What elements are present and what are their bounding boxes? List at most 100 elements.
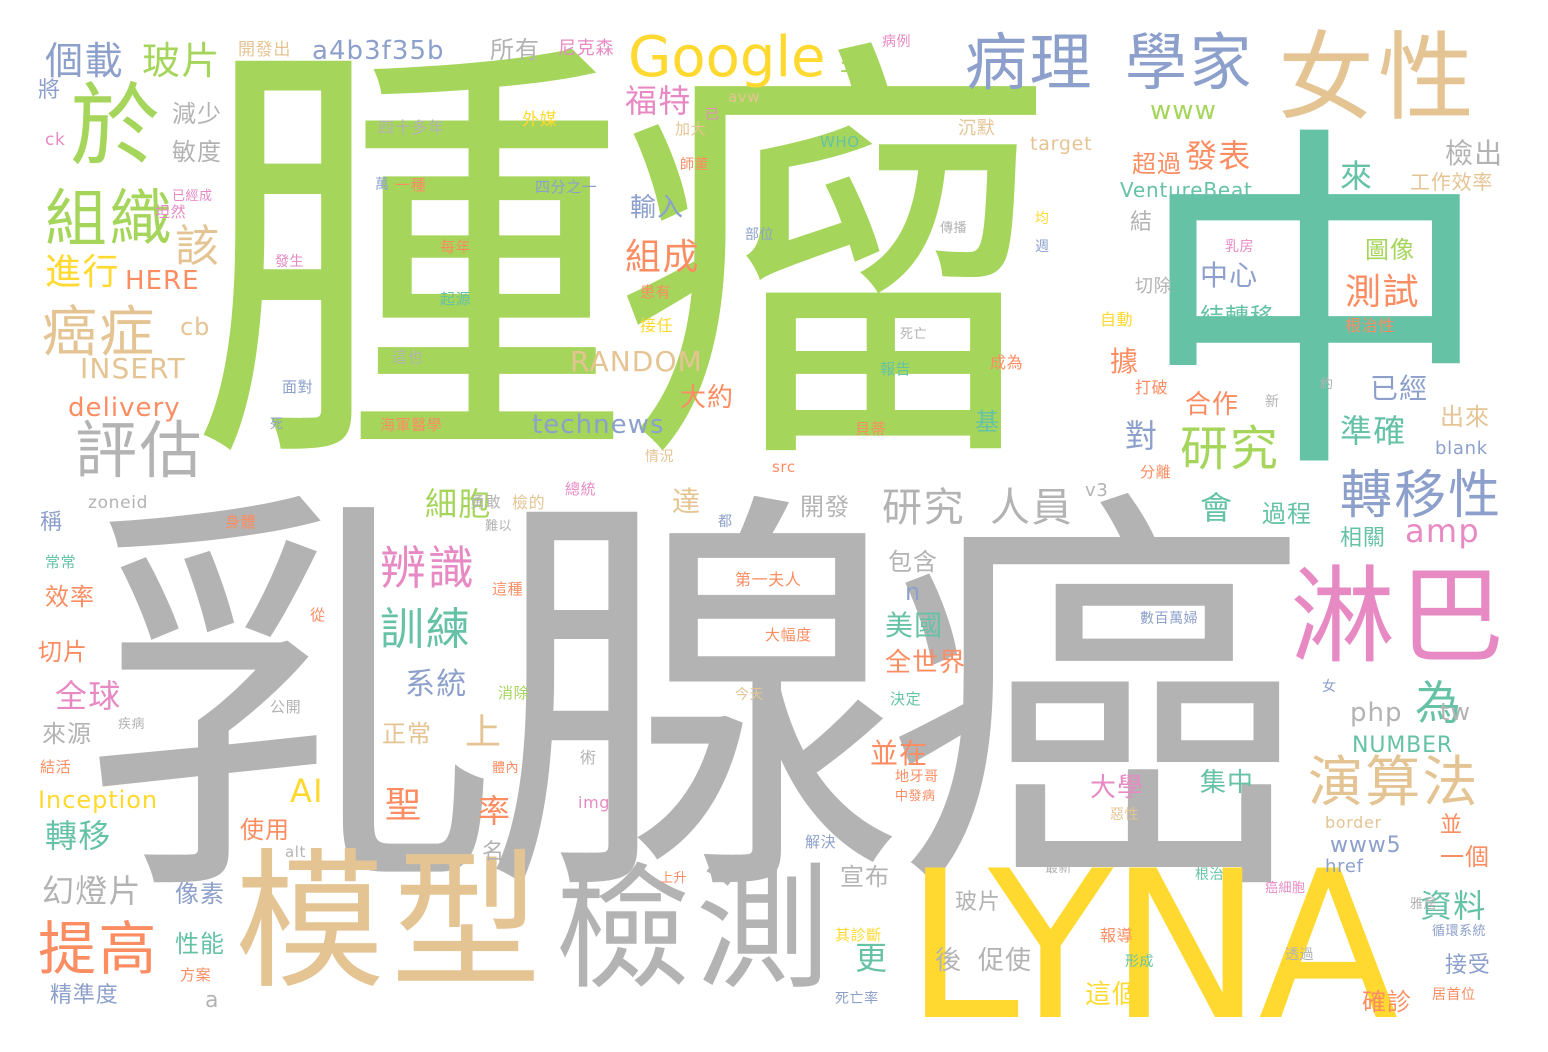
cloud-word: 大學: [1090, 773, 1145, 803]
cloud-word: RANDOM: [570, 345, 703, 378]
cloud-word: 上: [465, 712, 503, 753]
cloud-word: 一個: [1440, 843, 1490, 871]
cloud-word: v3: [1085, 480, 1109, 501]
cloud-word: 模型: [235, 836, 548, 1010]
cloud-word: alt: [285, 843, 307, 861]
cloud-word: 來源: [42, 720, 92, 748]
cloud-word: 將: [38, 78, 61, 103]
cloud-word: 師董: [680, 157, 710, 173]
cloud-word: 已: [705, 107, 720, 123]
cloud-word: 提高: [38, 915, 159, 983]
cloud-word: 已經成: [172, 189, 213, 204]
cloud-word: LYNA: [905, 828, 1399, 1052]
cloud-word: 自動: [1100, 310, 1134, 329]
cloud-word: src: [772, 458, 796, 476]
cloud-word: 形成: [1125, 954, 1155, 970]
cloud-word: 全球: [55, 677, 122, 715]
cloud-word: 為: [1415, 676, 1463, 730]
cloud-word: 數百萬婦: [1140, 611, 1199, 627]
cloud-word: 乳房: [1225, 239, 1255, 255]
cloud-word: 組織: [45, 182, 174, 255]
cloud-word: WHO: [820, 133, 860, 151]
cloud-word: 勇敢: [470, 493, 502, 511]
cloud-word: 細胞: [425, 485, 492, 523]
cloud-word: ck: [45, 130, 66, 150]
cloud-word: 促使: [978, 946, 1033, 976]
cloud-word: 面對: [282, 378, 314, 396]
cloud-word: delivery: [68, 393, 181, 423]
cloud-word: 轉移: [45, 817, 112, 855]
cloud-word: 一種: [395, 176, 427, 194]
cloud-word: 進行: [45, 252, 120, 293]
cloud-word: 輸入: [630, 193, 685, 223]
cloud-word: 癌症: [42, 300, 157, 364]
cloud-word: 美國: [885, 609, 944, 642]
cloud-word: 來: [1340, 157, 1374, 195]
cloud-word: 結: [1130, 210, 1153, 235]
cloud-word: 像素: [175, 880, 225, 908]
cloud-word: 患有: [640, 283, 672, 301]
cloud-word: 報導: [1100, 926, 1134, 945]
cloud-word: 沉默: [958, 118, 996, 139]
cloud-word: a: [205, 988, 220, 1013]
cloud-word: 四十多年: [378, 118, 445, 137]
cloud-word: 身體: [225, 513, 257, 531]
cloud-word: tw: [1440, 698, 1471, 726]
cloud-word: 開發: [800, 493, 850, 521]
cloud-word: 常常: [45, 553, 77, 571]
cloud-word: 這個: [1085, 980, 1140, 1010]
cloud-word: 約: [1320, 377, 1334, 392]
cloud-word: 這種: [492, 580, 524, 598]
cloud-word: blank: [1435, 438, 1488, 459]
cloud-word: 起源: [440, 290, 472, 308]
cloud-word: 惡性: [1110, 807, 1140, 823]
cloud-word: 準確: [1340, 412, 1407, 450]
cloud-word: border: [1325, 813, 1382, 832]
cloud-word: 全世界: [885, 648, 967, 678]
cloud-word: 疾病: [118, 717, 146, 732]
cloud-word: 工作效率: [1410, 170, 1494, 194]
cloud-word: 女性: [1278, 22, 1478, 134]
cloud-word: php: [1350, 698, 1403, 728]
cloud-word: 今天: [735, 687, 765, 703]
cloud-word: 基: [975, 408, 1000, 436]
cloud-word: 癌細胞: [1265, 881, 1306, 896]
cloud-word: 減少: [172, 100, 222, 128]
cloud-word: 海軍醫學: [380, 416, 443, 434]
cloud-word: 女: [1322, 679, 1337, 695]
cloud-word: 並在: [870, 737, 929, 770]
cloud-word: AI: [290, 772, 324, 810]
cloud-word: 中心: [1200, 259, 1259, 292]
cloud-word: img: [578, 793, 611, 812]
cloud-word: 從: [310, 606, 326, 624]
cloud-word: 地牙哥: [895, 769, 939, 785]
cloud-word: 稱: [40, 510, 63, 535]
cloud-word: 評估: [75, 414, 204, 487]
cloud-word: 死亡率: [835, 991, 879, 1007]
cloud-word: 發生: [275, 254, 305, 270]
cloud-word: 發表: [1185, 137, 1252, 175]
cloud-word: 玻片: [142, 39, 222, 83]
cloud-word: Google: [628, 25, 826, 90]
cloud-word: 轉移性: [1340, 466, 1503, 526]
cloud-word: 資料: [1420, 887, 1487, 925]
cloud-word: 過程: [1262, 500, 1312, 528]
cloud-word: 打破: [1135, 378, 1169, 397]
cloud-word: 部位: [745, 227, 775, 243]
cloud-word: 年: [840, 53, 868, 83]
cloud-word: 死: [270, 417, 284, 432]
cloud-word: 合作: [1185, 390, 1240, 420]
cloud-word: www: [1150, 96, 1217, 126]
cloud-word: HERE: [125, 266, 200, 296]
cloud-word: 演算法: [1308, 750, 1480, 814]
cloud-word: cb: [180, 313, 211, 341]
cloud-word: 測試: [1345, 272, 1420, 313]
cloud-word: 決定: [890, 690, 922, 708]
cloud-word: 後: [935, 946, 963, 976]
cloud-word: 總統: [565, 480, 597, 498]
cloud-word: 大約: [680, 383, 735, 413]
cloud-word: 組成: [625, 237, 700, 278]
cloud-word: 使用: [240, 816, 290, 844]
cloud-word: 超過: [1132, 150, 1182, 178]
cloud-word: 四分之一: [535, 178, 598, 196]
